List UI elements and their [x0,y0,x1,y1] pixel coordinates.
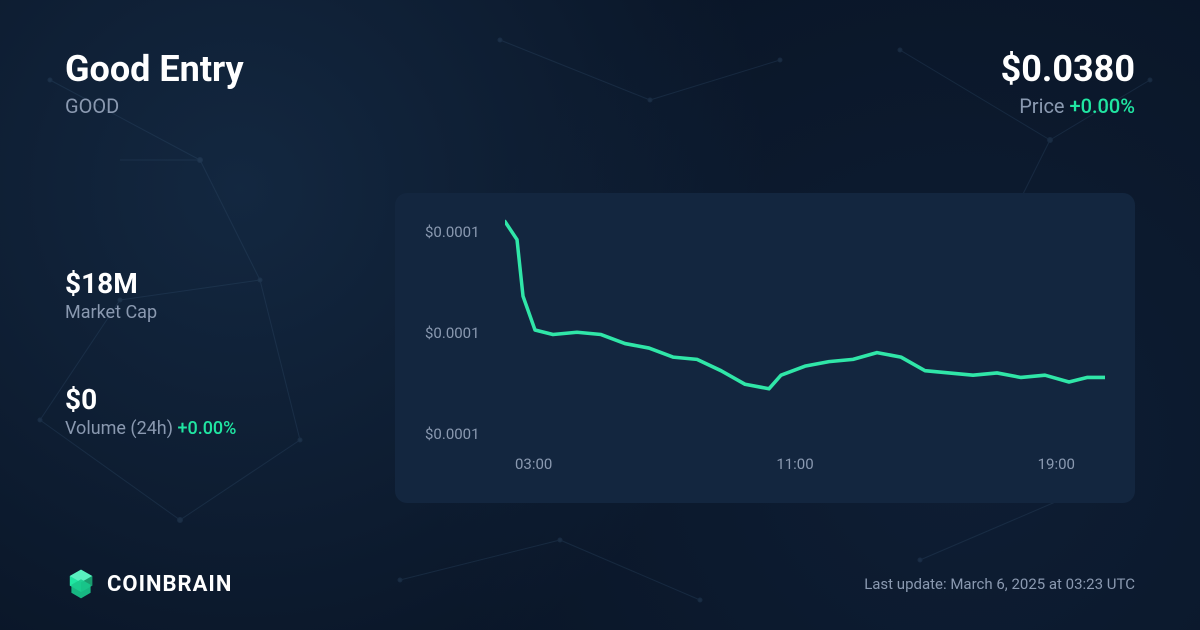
chart-plot: 03:00 11:00 19:00 [505,217,1105,483]
price-label: Price [1019,94,1064,118]
title-block: Good Entry GOOD [65,50,244,118]
market-cap-value: $18M [65,267,395,300]
x-tick: 03:00 [515,455,552,473]
volume-value: $0 [65,383,395,416]
price-line [505,221,1105,388]
volume-stat: $0 Volume (24h) +0.00% [65,383,395,439]
token-symbol: GOOD [65,94,244,118]
volume-change: +0.00% [177,418,236,439]
market-cap-stat: $18M Market Cap [65,267,395,323]
market-cap-label: Market Cap [65,302,395,323]
chart-y-axis: $0.0001 $0.0001 $0.0001 [425,217,505,483]
brand: COINBRAIN [65,568,232,600]
header: Good Entry GOOD $0.0380 Price +0.00% [65,50,1135,118]
price-block: $0.0380 Price +0.00% [1001,50,1135,118]
x-tick: 11:00 [776,455,813,473]
y-tick: $0.0001 [425,324,505,342]
token-price: $0.0380 [1001,50,1135,90]
y-tick: $0.0001 [425,425,505,443]
x-tick: 19:00 [1038,455,1075,473]
brand-logo-icon [65,568,97,600]
brand-name: COINBRAIN [107,572,232,597]
chart-panel: $0.0001 $0.0001 $0.0001 03:00 11:00 19:0… [395,193,1135,503]
chart-x-axis: 03:00 11:00 19:00 [505,443,1105,473]
price-change: +0.00% [1070,94,1136,118]
volume-label: Volume (24h) [65,418,173,439]
last-update: Last update: March 6, 2025 at 03:23 UTC [864,575,1135,593]
y-tick: $0.0001 [425,223,505,241]
token-name: Good Entry [65,50,244,90]
footer: COINBRAIN Last update: March 6, 2025 at … [65,568,1135,600]
stats-column: $18M Market Cap $0 Volume (24h) +0.00% [65,257,395,439]
